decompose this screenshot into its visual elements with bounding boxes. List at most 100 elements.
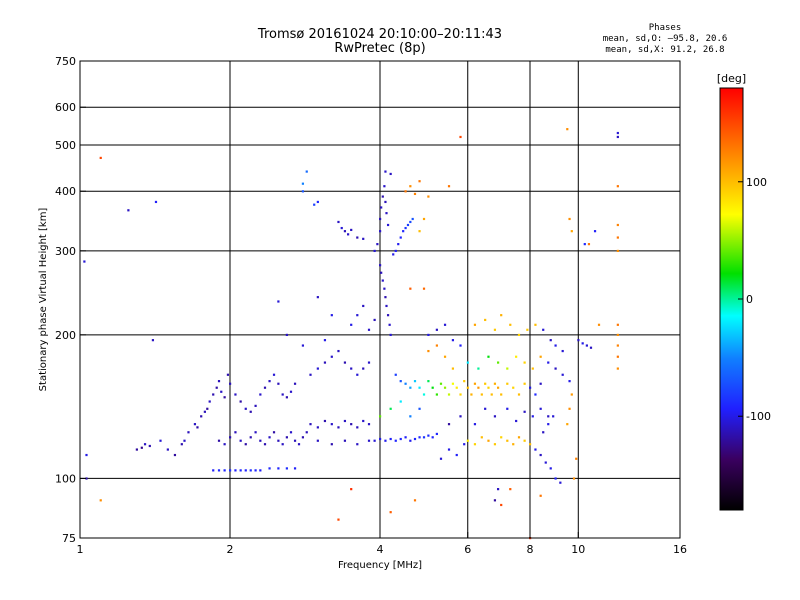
data-point <box>356 443 359 446</box>
data-point <box>427 380 430 383</box>
data-point <box>427 349 430 353</box>
data-point <box>99 499 102 502</box>
data-point <box>493 443 497 446</box>
phase-stats-header: Phases <box>648 23 682 33</box>
data-point <box>148 444 151 448</box>
data-point <box>447 393 451 396</box>
data-point <box>515 419 518 423</box>
data-point <box>239 400 242 403</box>
data-point <box>587 243 591 246</box>
phase-stats-x: mean, sd,X: 91.2, 26.8 <box>605 45 725 55</box>
data-point <box>447 185 451 188</box>
y-tick-label: 300 <box>55 245 76 258</box>
data-point <box>399 236 402 239</box>
data-point <box>343 419 347 423</box>
y-tick-label: 200 <box>55 329 76 342</box>
data-point <box>229 382 232 385</box>
data-point <box>512 386 515 389</box>
data-point <box>409 287 412 290</box>
data-point <box>616 367 619 370</box>
data-point <box>297 443 301 446</box>
data-point <box>254 404 257 407</box>
data-point <box>316 200 319 204</box>
data-point <box>411 217 414 221</box>
data-point <box>459 415 462 418</box>
data-point <box>544 461 547 464</box>
data-point <box>379 415 382 418</box>
data-point <box>616 249 619 253</box>
data-point <box>447 423 451 426</box>
data-point <box>263 443 267 446</box>
data-point <box>206 407 209 410</box>
data-point <box>480 393 483 396</box>
data-point <box>554 367 557 370</box>
data-point <box>215 386 218 389</box>
data-point <box>413 499 417 502</box>
data-point <box>392 253 395 256</box>
data-point <box>350 423 353 426</box>
data-point <box>330 443 333 446</box>
data-point <box>259 469 262 472</box>
data-point <box>285 436 288 439</box>
data-point <box>234 393 237 396</box>
data-point <box>362 367 365 370</box>
data-point <box>180 443 183 446</box>
data-point <box>289 390 293 393</box>
data-point <box>570 230 573 233</box>
data-point <box>346 233 350 236</box>
data-point <box>512 443 515 446</box>
data-point <box>404 436 407 439</box>
data-point <box>568 217 571 221</box>
data-point <box>263 386 267 389</box>
data-point <box>616 135 619 139</box>
data-point <box>272 373 276 376</box>
data-point <box>568 380 571 383</box>
data-point <box>234 469 237 472</box>
data-point <box>223 396 226 399</box>
data-point <box>409 415 412 418</box>
data-point <box>589 346 593 349</box>
data-point <box>277 382 280 385</box>
data-point <box>443 386 447 389</box>
data-point <box>244 443 247 446</box>
data-point <box>466 386 469 389</box>
data-point <box>380 206 383 209</box>
x-tick-label: 8 <box>527 543 534 556</box>
data-point <box>470 393 473 396</box>
data-point <box>477 386 480 389</box>
data-point <box>616 131 619 135</box>
data-point <box>323 419 327 423</box>
data-point <box>539 382 542 385</box>
data-point <box>399 437 402 441</box>
data-point <box>616 223 619 227</box>
data-point <box>506 382 509 385</box>
data-point <box>305 170 308 173</box>
data-point <box>534 393 537 396</box>
data-point <box>459 393 462 396</box>
data-point <box>451 339 455 342</box>
data-point <box>409 439 412 442</box>
data-point <box>439 382 443 385</box>
data-point <box>356 426 359 429</box>
data-point <box>154 200 158 204</box>
data-point <box>373 249 376 253</box>
data-point <box>531 415 534 418</box>
data-point <box>418 436 421 439</box>
data-point <box>244 469 247 472</box>
data-point <box>561 373 564 376</box>
data-point <box>404 226 407 230</box>
data-point <box>383 287 386 290</box>
data-point <box>500 503 503 507</box>
data-point <box>496 361 500 364</box>
data-point <box>385 212 388 215</box>
data-point <box>373 439 376 442</box>
data-points <box>83 128 619 540</box>
data-point <box>431 386 434 389</box>
y-axis-label: Stationary phase Virtual Height [km] <box>38 208 49 392</box>
data-point <box>523 361 526 364</box>
data-point <box>484 407 487 410</box>
data-point <box>427 195 430 198</box>
data-point <box>616 355 619 358</box>
data-point <box>239 439 242 442</box>
